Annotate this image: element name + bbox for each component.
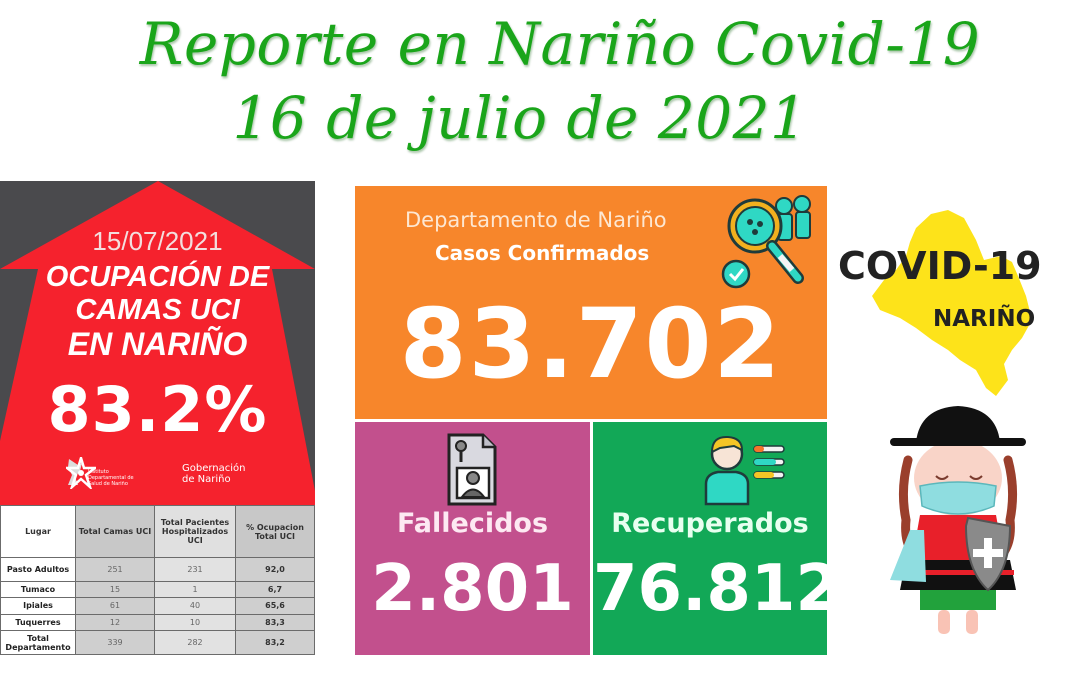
up-arrow-icon <box>0 181 315 505</box>
cell-ocupacion: 83,2 <box>235 630 315 655</box>
recovered-person-icon <box>704 435 785 506</box>
confirmed-label: Casos Confirmados <box>435 241 650 265</box>
uci-occupancy-panel: 15/07/2021 OCUPACIÓN DE CAMAS UCI EN NAR… <box>0 181 315 655</box>
col-lugar: Lugar <box>0 505 76 558</box>
cell-ocupacion: 6,7 <box>235 580 315 599</box>
col-ocupacion: % Ocupacion Total UCI <box>235 505 315 558</box>
uci-percentage: 83.2% <box>47 373 268 446</box>
cell-lugar: Tuquerres <box>0 613 76 632</box>
cell-ocupacion: 92,0 <box>235 557 315 582</box>
report-title: Reporte en Nariño Covid-19 <box>139 10 981 78</box>
deaths-card: Fallecidos 2.801 <box>355 422 590 655</box>
cell-lugar: Total Departamento <box>0 630 76 655</box>
uci-heading-line3: EN NARIÑO <box>67 326 248 362</box>
cell-ocupacion: 83,3 <box>235 613 315 632</box>
recovered-value: 76.812 <box>593 552 840 626</box>
table-row: Total Departamento 339 282 83,2 <box>0 630 315 655</box>
uci-heading-line1: OCUPACIÓN DE <box>45 261 270 293</box>
death-certificate-icon <box>447 433 497 506</box>
table-row: Tuquerres 12 10 83,3 <box>0 613 315 632</box>
narino-girl-mask-shield-icon <box>890 406 1026 634</box>
cell-pacientes: 231 <box>154 557 236 582</box>
col-pacientes: Total Pacientes Hospitalizados UCI <box>154 505 236 558</box>
confirmed-cases-card: Departamento de Nariño Casos Confirmados… <box>355 186 827 419</box>
cell-pacientes: 40 <box>154 597 236 615</box>
narino-map-icon <box>872 210 1032 396</box>
report-date: 16 de julio de 2021 <box>232 84 808 152</box>
cell-camas: 12 <box>75 613 155 632</box>
logo2-text: Gobernación de Nariño <box>182 463 246 485</box>
cell-lugar: Ipiales <box>0 597 76 615</box>
cell-ocupacion: 65,6 <box>235 597 315 615</box>
logo1-text: Instituto Departamental de Salud de Nari… <box>88 469 134 487</box>
recovered-label: Recuperados <box>611 508 809 539</box>
table-row: Tumaco 15 1 6,7 <box>0 580 315 599</box>
logo2-line2: de Nariño <box>182 474 231 485</box>
uci-date: 15/07/2021 <box>92 226 223 256</box>
cell-camas: 339 <box>75 630 155 655</box>
map-covid-title: COVID-19 <box>838 244 1042 288</box>
covid-narino-map-logo: COVID-19 NARIÑO <box>836 200 1076 400</box>
cell-pacientes: 282 <box>154 630 236 655</box>
confirmed-subtitle: Departamento de Nariño <box>405 208 667 232</box>
uci-heading-line2: CAMAS UCI <box>75 294 240 326</box>
confirmed-value: 83.702 <box>399 288 783 400</box>
col-camas: Total Camas UCI <box>75 505 155 558</box>
cell-pacientes: 1 <box>154 580 236 599</box>
deaths-label: Fallecidos <box>396 508 549 539</box>
map-region: NARIÑO <box>933 306 1036 332</box>
table-row: Ipiales 61 40 65,6 <box>0 597 315 615</box>
logos: Instituto Departamental de Salud de Nari… <box>66 457 266 497</box>
uci-arrow-graphic: 15/07/2021 OCUPACIÓN DE CAMAS UCI EN NAR… <box>0 181 315 505</box>
table-row: Pasto Adultos 251 231 92,0 <box>0 557 315 582</box>
cell-camas: 61 <box>75 597 155 615</box>
logo2-line1: Gobernación <box>182 463 246 474</box>
uci-table: Lugar Total Camas UCI Total Pacientes Ho… <box>0 505 315 655</box>
recovered-card: Recuperados 76.812 <box>593 422 840 655</box>
virus-magnifier-icon <box>721 195 811 289</box>
cell-camas: 251 <box>75 557 155 582</box>
deaths-value: 2.801 <box>371 552 574 626</box>
cell-lugar: Tumaco <box>0 580 76 599</box>
cell-lugar: Pasto Adultos <box>0 557 76 582</box>
cell-pacientes: 10 <box>154 613 236 632</box>
cell-camas: 15 <box>75 580 155 599</box>
gobernacion-star-logo-icon <box>66 457 96 489</box>
